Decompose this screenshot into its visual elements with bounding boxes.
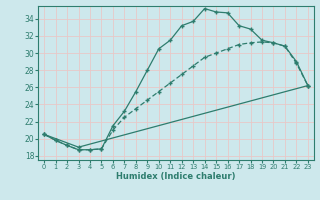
X-axis label: Humidex (Indice chaleur): Humidex (Indice chaleur) bbox=[116, 172, 236, 181]
